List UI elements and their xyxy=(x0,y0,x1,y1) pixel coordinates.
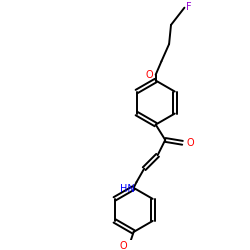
Text: HN: HN xyxy=(120,184,134,194)
Text: F: F xyxy=(186,2,192,12)
Text: O: O xyxy=(145,70,153,80)
Text: O: O xyxy=(119,241,127,250)
Text: O: O xyxy=(186,138,194,148)
